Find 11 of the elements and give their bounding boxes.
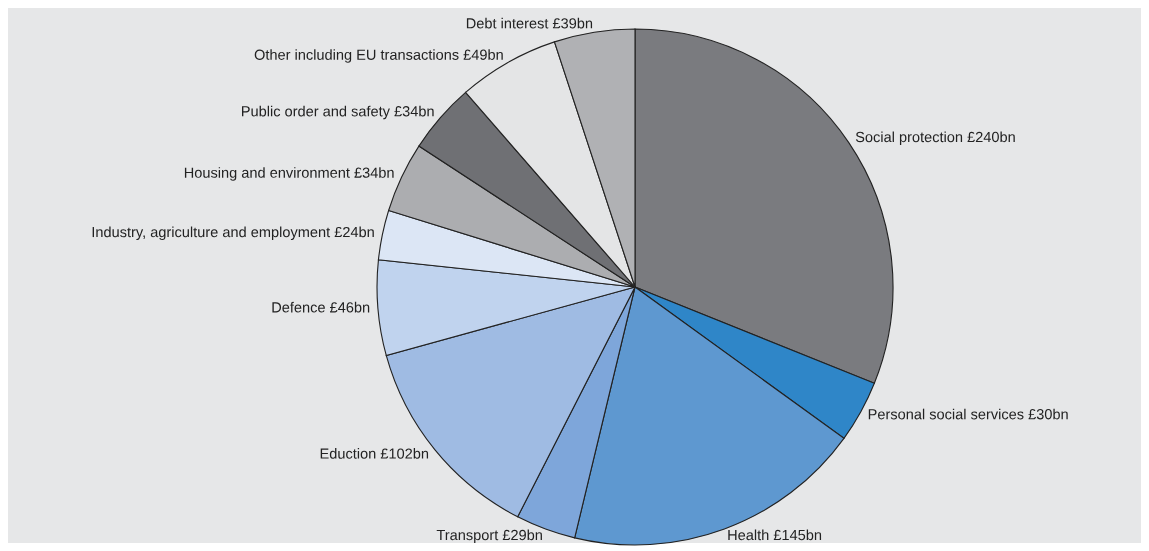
slice-label: Public order and safety £34bn [242, 105, 434, 120]
slice-label: Personal social services £30bn [868, 408, 1068, 420]
slice-label: Eduction £102bn [320, 448, 429, 459]
slice-label: Industry, agriculture and employment £24bn [92, 226, 374, 241]
slice-label: Other including EU transactions £49bn [254, 49, 503, 63]
slice-label: Defence £46bn [272, 301, 370, 313]
slice-label: Social protection £240bn [855, 131, 1015, 146]
slice-label: Transport £29bn [436, 529, 542, 544]
slice-label: Housing and environment £34bn [184, 167, 394, 181]
slice-label: Debt interest £39bn [466, 17, 593, 29]
slice-label: Health £145bn [728, 529, 822, 541]
